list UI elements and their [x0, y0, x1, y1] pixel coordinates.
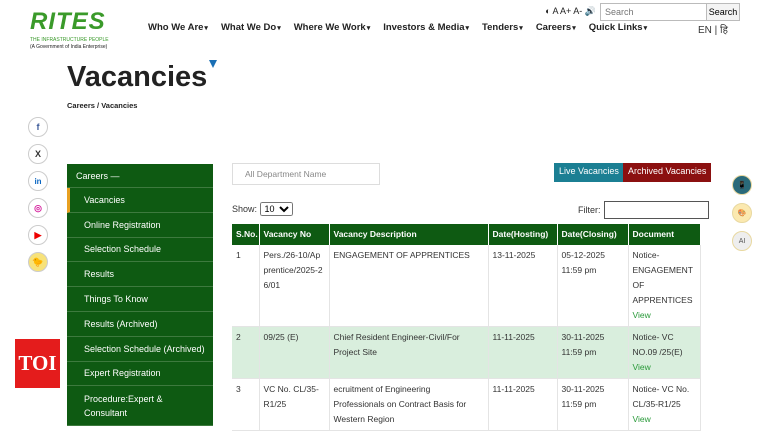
accessibility-tools[interactable]: ◐ A A+ A- 🔊 [545, 6, 596, 16]
col-sno[interactable]: S.No. [232, 224, 260, 245]
view-link[interactable]: View [632, 414, 651, 424]
sidebar-item-online-registration[interactable]: Online Registration [67, 213, 213, 238]
live-vacancies-button[interactable]: Live Vacancies [554, 163, 624, 182]
search-button[interactable]: Search [706, 4, 739, 20]
filter: Filter: [578, 201, 709, 219]
nav-investors-media[interactable]: Investors & Media [383, 22, 469, 33]
nav-careers[interactable]: Careers [536, 22, 576, 33]
col-document[interactable]: Document [628, 224, 701, 245]
title-mark-icon [209, 60, 217, 68]
nav-what-we-do[interactable]: What We Do [221, 22, 281, 33]
page-title: Vacancies [67, 61, 208, 93]
sidebar-item-procedure-expert[interactable]: Procedure:Expert & Consultant [67, 386, 213, 427]
mobile-app-icon[interactable]: 📱 [732, 175, 752, 195]
sidebar-item-results[interactable]: Results [67, 262, 213, 288]
sidebar-item-selection-schedule-archived[interactable]: Selection Schedule (Archived) [67, 337, 213, 362]
col-closing[interactable]: Date(Closing) [557, 224, 629, 245]
archived-vacancies-button[interactable]: Archived Vacancies [623, 163, 712, 182]
table-row: 2 09/25 (E) Chief Resident Engineer-Civi… [232, 326, 701, 379]
col-hosting[interactable]: Date(Hosting) [488, 224, 558, 245]
facebook-icon[interactable]: f [28, 117, 48, 137]
view-link[interactable]: View [632, 362, 651, 372]
nav-who-we-are[interactable]: Who We Are [148, 22, 208, 33]
ai-icon[interactable]: AI [732, 231, 752, 251]
col-vacancy-no[interactable]: Vacancy No [259, 224, 330, 245]
search-box: Search [600, 3, 740, 21]
sidebar-item-expert-registration[interactable]: Expert Registration [67, 362, 213, 387]
koo-icon[interactable]: 🐤 [28, 252, 48, 272]
nav-where-we-work[interactable]: Where We Work [294, 22, 371, 33]
department-select[interactable]: All Department Name [232, 163, 380, 185]
table-row: 3 VC No. CL/35-R1/25 ecruitment of Engin… [232, 378, 701, 431]
sidebar-item-selection-schedule[interactable]: Selection Schedule [67, 238, 213, 263]
vacancies-table: S.No. Vacancy No Vacancy Description Dat… [232, 224, 701, 431]
linkedin-icon[interactable]: in [28, 171, 48, 191]
sidebar-header[interactable]: Careers — [67, 164, 213, 188]
sidebar-item-things-to-know[interactable]: Things To Know [67, 287, 213, 312]
nav-tenders[interactable]: Tenders [482, 22, 523, 33]
show-entries: Show: 10 [232, 202, 293, 216]
sidebar-item-results-archived[interactable]: Results (Archived) [67, 312, 213, 337]
rites-logo[interactable]: RITES THE INFRASTRUCTURE PEOPLE (A Gover… [30, 8, 109, 51]
x-icon[interactable]: X [28, 144, 48, 164]
col-description[interactable]: Vacancy Description [329, 224, 489, 245]
search-input[interactable] [601, 4, 706, 20]
filter-input[interactable] [603, 201, 709, 219]
view-link[interactable]: View [632, 310, 651, 320]
careers-sidebar: Careers — Vacancies Online Registration … [67, 164, 213, 427]
language-switch[interactable]: EN | हि [698, 25, 728, 36]
toi-logo: TOI [15, 339, 60, 388]
colors-icon[interactable]: 🎨 [732, 203, 752, 223]
main-nav: Who We Are What We Do Where We Work Inve… [148, 22, 647, 33]
entries-select[interactable]: 10 [259, 202, 293, 216]
breadcrumb[interactable]: Careers / Vacancies [67, 101, 138, 110]
table-row: 1 Pers./26-10/Apprentice/2025-26/01 ENGA… [232, 245, 701, 327]
instagram-icon[interactable]: ◎ [28, 198, 48, 218]
table-header: S.No. Vacancy No Vacancy Description Dat… [232, 224, 701, 245]
sidebar-item-vacancies[interactable]: Vacancies [67, 188, 213, 213]
nav-quick-links[interactable]: Quick Links [589, 22, 647, 33]
youtube-icon[interactable]: ▶ [28, 225, 48, 245]
